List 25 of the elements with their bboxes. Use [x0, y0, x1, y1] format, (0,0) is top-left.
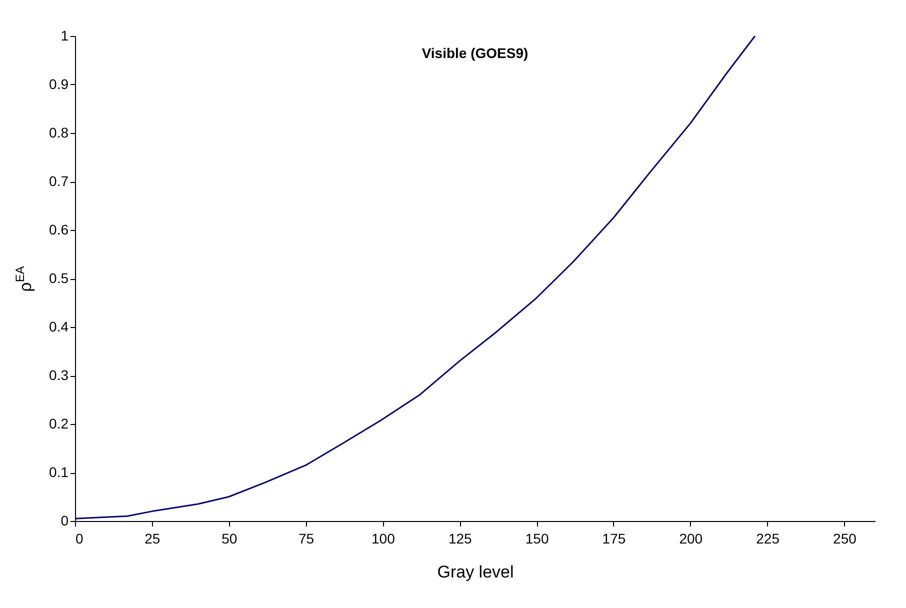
y-tick-label: 1	[60, 28, 69, 44]
x-tick-label: 100	[372, 530, 396, 546]
x-tick-label: 0	[76, 530, 84, 546]
y-tick-label: 0.7	[49, 173, 69, 189]
y-tick-label: 0.5	[49, 270, 69, 286]
y-tick-label: 0.9	[49, 76, 69, 92]
line-series	[74, 35, 756, 520]
y-tick-label: 0.8	[49, 124, 69, 140]
x-tick-label: 75	[298, 530, 314, 546]
x-tick-label: 125	[448, 530, 472, 546]
y-tick-label: 0.3	[49, 367, 69, 383]
y-tick-label: 0	[60, 512, 69, 528]
x-tick-label: 150	[525, 530, 549, 546]
y-tick-label: 0.1	[49, 464, 69, 480]
x-tick-label: 25	[144, 530, 160, 546]
x-tick-label: 50	[222, 530, 238, 546]
x-tick-label: 200	[679, 530, 703, 546]
text: Visible (GOES9)	[422, 45, 528, 61]
x-tick-label: 225	[756, 530, 780, 546]
x-tick-label: 175	[602, 530, 626, 546]
y-tick-label: 0.2	[49, 416, 69, 432]
x-tick-label: 250	[833, 530, 857, 546]
x-axis-title: Gray level	[437, 562, 514, 582]
y-tick-label: 0.4	[49, 318, 69, 334]
y-tick-label: 0.6	[49, 222, 69, 238]
